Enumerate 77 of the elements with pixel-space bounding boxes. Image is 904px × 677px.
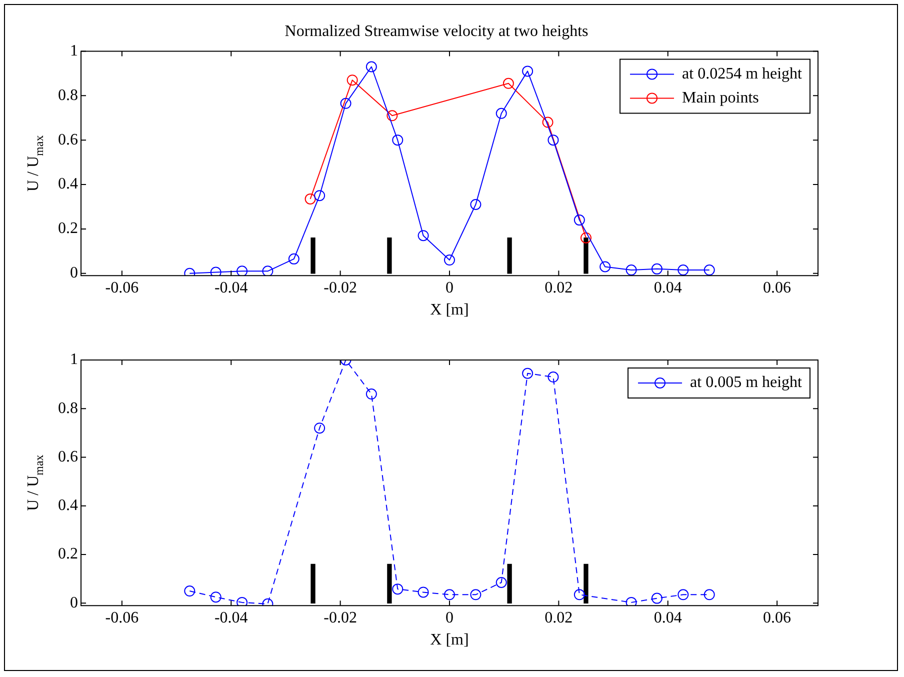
- y-tick-label: 0.2: [58, 546, 78, 563]
- point: [470, 589, 482, 600]
- point: [392, 584, 404, 595]
- point: [418, 230, 429, 242]
- point: [340, 98, 352, 109]
- point: [366, 388, 377, 400]
- point: [704, 264, 715, 276]
- y-tick-label: 0.8: [58, 400, 78, 417]
- point: [496, 108, 507, 119]
- point: [496, 577, 507, 588]
- legend-label: at 0.0254 m height: [682, 65, 803, 82]
- point: [236, 266, 248, 276]
- y-tick-label: 0: [70, 594, 78, 612]
- y-tick-label: 1: [70, 351, 78, 368]
- x-tick-label: 0.02: [544, 279, 573, 296]
- point: [626, 596, 637, 606]
- point: [542, 116, 554, 128]
- point: [346, 74, 358, 86]
- point: [522, 368, 534, 379]
- y-tick-label: 0.6: [58, 448, 78, 466]
- point: [418, 586, 429, 598]
- point: [184, 586, 196, 597]
- point: [386, 110, 398, 122]
- legend-label: Main points: [682, 89, 759, 106]
- point: [314, 422, 326, 434]
- point: [651, 592, 662, 604]
- point: [288, 253, 300, 264]
- point: [210, 592, 222, 603]
- point: [678, 589, 689, 600]
- point: [470, 199, 482, 210]
- point: [304, 193, 316, 204]
- y-tick-label: 0.2: [58, 220, 78, 238]
- point: [580, 232, 592, 244]
- x-axis-title: X [m]: [430, 632, 469, 649]
- point: [366, 61, 377, 72]
- point: [210, 266, 222, 276]
- x-tick-label: -0.04: [214, 609, 248, 626]
- point: [574, 214, 585, 226]
- point: [548, 372, 559, 383]
- y-tick-label: 0.4: [58, 176, 78, 193]
- x-tick-label: -0.02: [324, 279, 357, 296]
- y-tick-label: 0: [70, 264, 78, 282]
- point: [314, 190, 326, 202]
- x-tick-label: 0.06: [763, 279, 792, 296]
- y-axis-title: U / Umax: [25, 454, 46, 511]
- point: [392, 134, 404, 146]
- x-tick-label: 0.04: [654, 279, 682, 296]
- y-axis-title: U / Umax: [25, 135, 46, 192]
- x-tick-label: 0.02: [544, 609, 573, 626]
- y-tick-label: 0.8: [58, 86, 78, 104]
- point: [574, 589, 585, 600]
- x-tick-label: 0: [446, 279, 454, 296]
- point: [600, 261, 611, 272]
- point: [548, 134, 559, 146]
- x-tick-label: 0.04: [654, 609, 682, 626]
- y-tick-label: 0.4: [58, 497, 78, 514]
- point: [651, 263, 662, 274]
- point: [522, 66, 534, 77]
- point: [262, 266, 274, 276]
- point: [626, 264, 637, 276]
- point: [704, 589, 715, 600]
- chart-title: Normalized Streamwise velocity at two heights: [284, 22, 588, 40]
- x-tick-label: 0: [446, 609, 454, 626]
- x-tick-label: 0.06: [763, 609, 792, 626]
- point: [444, 254, 455, 266]
- point: [678, 264, 689, 276]
- x-tick-label: -0.02: [324, 609, 357, 626]
- x-tick-label: -0.06: [105, 279, 139, 296]
- point: [502, 78, 514, 89]
- x-axis-title: X [m]: [430, 302, 469, 319]
- x-tick-label: -0.06: [105, 609, 139, 626]
- legend-label: at 0.005 m height: [690, 374, 803, 392]
- y-tick-label: 1: [70, 42, 78, 60]
- y-tick-label: 0.6: [58, 131, 78, 148]
- point: [444, 589, 455, 600]
- x-tick-label: -0.04: [214, 279, 248, 296]
- point: [236, 596, 248, 606]
